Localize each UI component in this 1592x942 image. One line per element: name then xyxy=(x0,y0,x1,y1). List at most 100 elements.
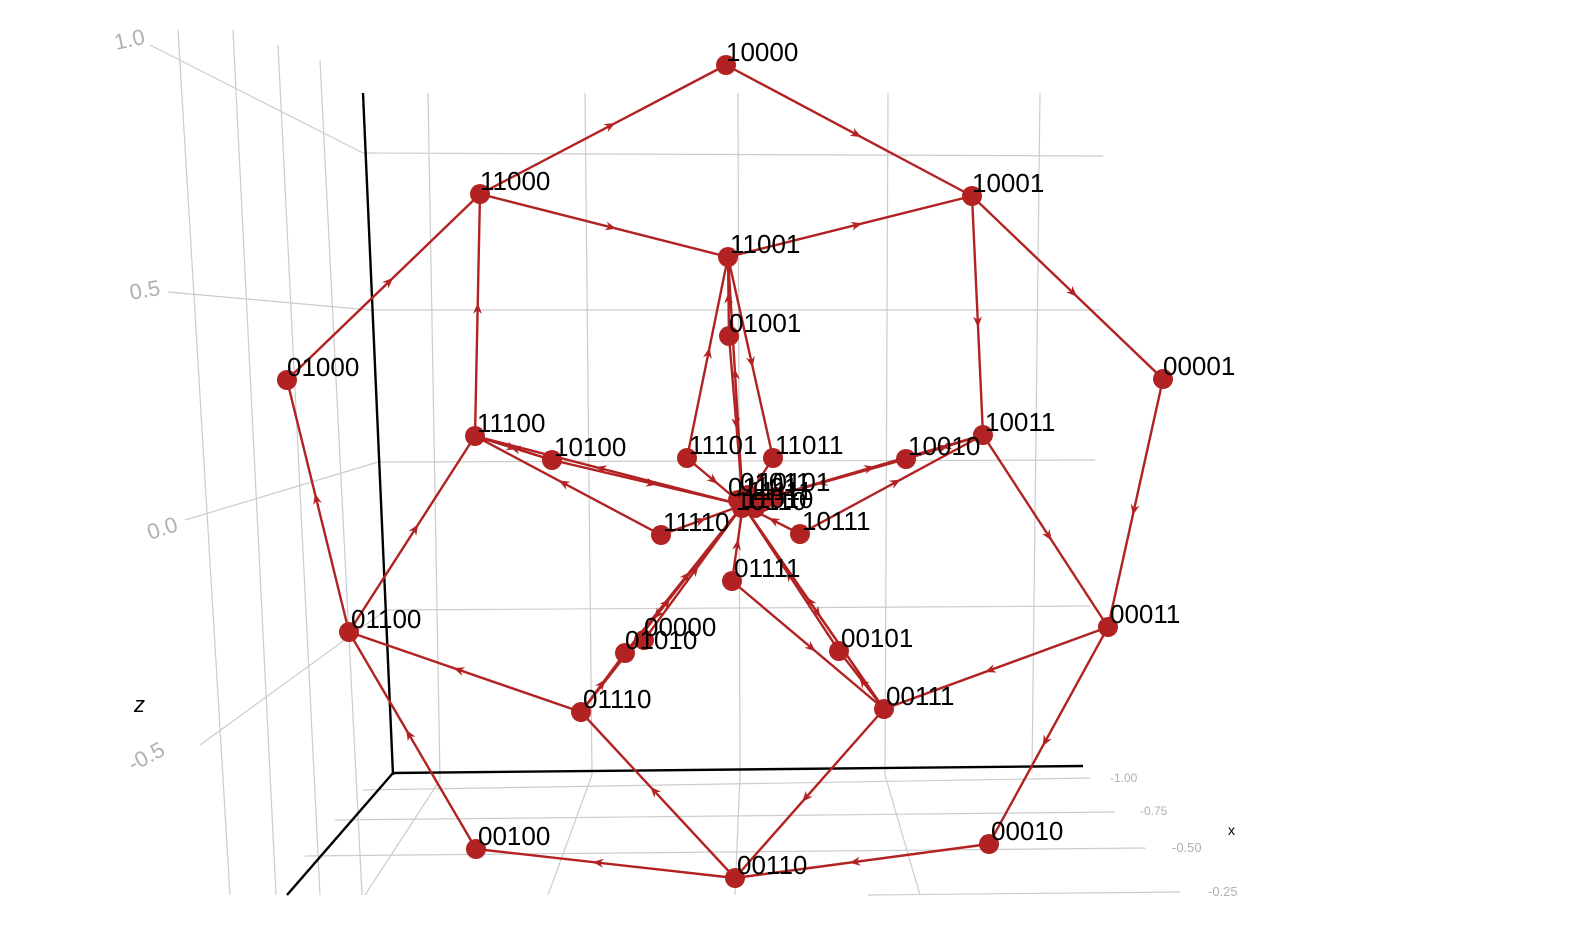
edge-arrow-00110-01110 xyxy=(650,786,662,798)
edge-arrow-01111-00111 xyxy=(804,640,816,652)
edge-arrow-01110-01100 xyxy=(453,667,466,676)
node-label-00001: 00001 xyxy=(1163,351,1235,381)
node-10010[interactable] xyxy=(896,449,916,469)
node-11011[interactable] xyxy=(763,448,783,468)
edge-11110-11100 xyxy=(474,434,662,537)
edge-arrow-11110-C xyxy=(694,518,707,527)
node-00110[interactable] xyxy=(725,868,745,888)
node-01000[interactable] xyxy=(277,370,297,390)
node-label-10101: 10101 xyxy=(758,467,830,497)
node-11001[interactable] xyxy=(718,247,738,267)
node-label-00011: 00011 xyxy=(1110,599,1180,629)
edge-arrow-01111-C xyxy=(732,539,741,551)
node-00000[interactable] xyxy=(634,630,654,650)
node-00011[interactable] xyxy=(1098,617,1118,637)
edge-arrow-00110-00100 xyxy=(592,858,604,868)
z-tick-labels: 1.0 0.5 0.0 -0.5 xyxy=(112,24,181,776)
node-00111[interactable] xyxy=(874,699,894,719)
node-11000[interactable] xyxy=(470,184,490,204)
node-10011[interactable] xyxy=(973,425,993,445)
edge-00111-C xyxy=(742,504,885,710)
node-10000[interactable] xyxy=(716,55,736,75)
edge-arrow-10111-10011 xyxy=(888,479,901,489)
edge-layer xyxy=(285,63,1165,880)
edge-arrow-C-10011 xyxy=(863,465,875,474)
edge-11101-11001 xyxy=(685,256,730,459)
z-axis-line xyxy=(361,92,395,776)
node-label-00100: 00100 xyxy=(478,821,550,851)
node-label-01100: 01100 xyxy=(351,604,421,634)
node-label-10001: 10001 xyxy=(972,168,1044,198)
node-10100[interactable] xyxy=(542,450,562,470)
edge-01110-C xyxy=(580,504,744,713)
node-01111[interactable] xyxy=(722,571,742,591)
node-10110[interactable] xyxy=(732,498,752,518)
node-01001[interactable] xyxy=(719,326,739,346)
node-01010[interactable] xyxy=(615,643,635,663)
node-label-00101: 00101 xyxy=(841,623,913,653)
edge-arrow-10011-00011 xyxy=(1041,528,1052,541)
node-00100[interactable] xyxy=(466,839,486,859)
z-tick-label: 1.0 xyxy=(112,24,147,55)
node-label-11100: 11100 xyxy=(477,408,545,438)
edge-arrow-01100-01000 xyxy=(313,493,322,506)
node-label-01101: 01101 xyxy=(728,472,798,502)
edge-01110-01100 xyxy=(348,630,582,714)
node-01110[interactable] xyxy=(571,702,591,722)
node-10101[interactable] xyxy=(766,487,786,507)
edge-arrow-10100-11100 xyxy=(509,445,522,455)
edge-arrow-10001-10011 xyxy=(973,316,983,328)
plot-grid xyxy=(149,29,1181,896)
edge-11001-10001 xyxy=(727,194,973,259)
node-label-00111: 00111 xyxy=(886,681,954,711)
node-00001[interactable] xyxy=(1153,369,1173,389)
edge-arrow-01000-11000 xyxy=(382,277,394,289)
node-label-11110: 11110 xyxy=(663,507,730,537)
edge-00111-00110 xyxy=(734,708,885,879)
node-00010[interactable] xyxy=(979,834,999,854)
node-11100[interactable] xyxy=(465,426,485,446)
edge-arrow-C-11100 xyxy=(595,465,608,475)
edge-00010-00110 xyxy=(734,842,990,880)
edge-11100-11000 xyxy=(473,193,482,437)
z-tick-label: 0.5 xyxy=(128,275,162,305)
z-axis-title: z xyxy=(133,692,145,717)
node-11101[interactable] xyxy=(677,448,697,468)
edge-arrow-00111-00110 xyxy=(802,790,813,802)
edge-arrow-11101-11001 xyxy=(702,347,712,360)
edge-10011-00011 xyxy=(981,434,1110,628)
edge-00110-01110 xyxy=(580,711,736,879)
edge-arrow-10000-10001 xyxy=(849,127,862,138)
x-tick-label: -0.75 xyxy=(1140,804,1168,818)
z-tick-label: 0.0 xyxy=(144,512,181,545)
edge-arrow-00001-00011 xyxy=(1130,503,1140,516)
edge-arrow-00010-00110 xyxy=(849,856,861,866)
node-label-01011: 01011 xyxy=(740,467,810,497)
edge-11000-10000 xyxy=(479,63,727,196)
node-label-11101: 11101 xyxy=(689,430,757,460)
node-label-01010: 01010 xyxy=(625,625,697,655)
node-01100[interactable] xyxy=(339,622,359,642)
edge-arrow-01110-C xyxy=(659,598,671,610)
x-axis-line xyxy=(392,764,1084,775)
edge-arrow-11011-C xyxy=(756,472,767,484)
edge-C-11100 xyxy=(474,434,744,507)
edge-00001-00011 xyxy=(1106,378,1165,628)
node-label-11001: 11001 xyxy=(730,229,800,259)
edge-00011-00111 xyxy=(883,625,1109,711)
node-layer xyxy=(277,55,1173,888)
node-label-10011: 10011 xyxy=(985,407,1055,437)
z-tick-label: -0.5 xyxy=(124,737,169,777)
node-00101[interactable] xyxy=(829,641,849,661)
edge-C-11001 xyxy=(726,256,745,506)
edge-11001-11011 xyxy=(726,256,775,459)
node-10001[interactable] xyxy=(962,186,982,206)
node-label-00110: 00110 xyxy=(737,850,807,880)
node-10111[interactable] xyxy=(790,524,810,544)
edge-01100-01000 xyxy=(285,379,351,633)
edge-01100-11100 xyxy=(347,435,477,633)
edge-10111-10011 xyxy=(799,433,984,536)
node-11110[interactable] xyxy=(651,525,671,545)
edge-01000-11000 xyxy=(286,193,481,381)
